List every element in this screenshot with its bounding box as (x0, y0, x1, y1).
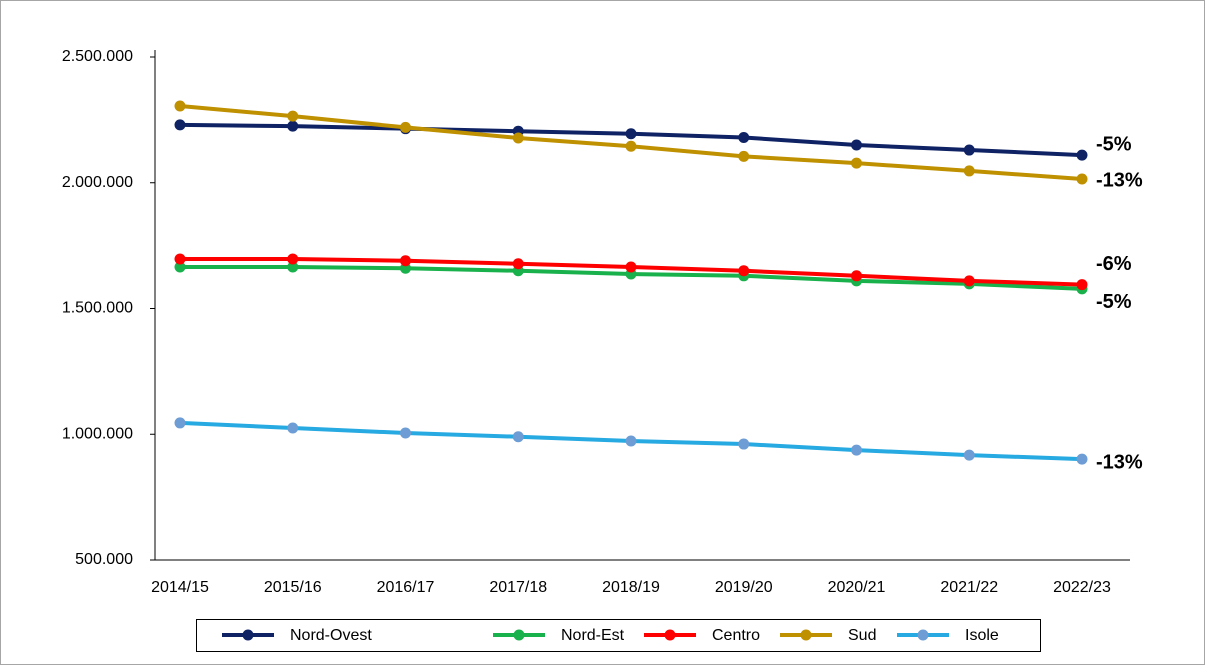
x-tick-label: 2022/23 (1053, 579, 1111, 596)
data-point (1076, 173, 1088, 185)
data-point (738, 265, 750, 277)
data-point (400, 427, 411, 439)
data-point (174, 417, 186, 429)
x-tick-label: 2019/20 (715, 579, 773, 596)
x-tick-label: 2016/17 (377, 579, 435, 596)
data-point (625, 140, 637, 152)
y-tick-label: 1.500.000 (62, 300, 133, 317)
data-point (1076, 279, 1088, 291)
data-point (738, 438, 750, 450)
y-tick-label: 2.500.000 (62, 48, 133, 65)
data-point (512, 431, 524, 443)
data-point (400, 262, 411, 274)
data-point (963, 144, 975, 156)
data-point (1076, 453, 1088, 465)
data-point (963, 449, 975, 461)
data-point (851, 270, 862, 282)
x-tick-label: 2014/15 (151, 579, 209, 596)
data-point (963, 275, 975, 287)
data-point (738, 150, 750, 162)
legend-label: Centro (712, 627, 760, 644)
legend-label: Sud (848, 627, 876, 644)
legend-label: Isole (965, 627, 999, 644)
data-point (625, 435, 637, 447)
data-point (400, 121, 411, 133)
series-annotation: -5% (1096, 133, 1132, 155)
data-point (625, 261, 637, 273)
data-point (287, 253, 299, 265)
data-point (1076, 149, 1088, 161)
data-point (851, 139, 862, 151)
data-point (963, 165, 975, 177)
legend-label: Nord-Ovest (290, 627, 372, 644)
data-point (851, 157, 862, 169)
x-tick-label: 2015/16 (264, 579, 322, 596)
series-annotation: -5% (1096, 291, 1132, 313)
data-point (174, 253, 186, 265)
data-point (851, 444, 862, 456)
series-annotation: -6% (1096, 253, 1132, 275)
data-point (287, 422, 299, 434)
data-point (512, 132, 524, 144)
data-point (287, 120, 299, 132)
data-point (174, 100, 186, 112)
data-point (400, 255, 411, 267)
data-point (174, 119, 186, 131)
data-point (174, 261, 186, 273)
y-tick-label: 500.000 (75, 551, 133, 568)
series-annotation: -13% (1096, 451, 1143, 473)
data-point (625, 128, 637, 140)
legend-label: Nord-Est (561, 627, 625, 644)
x-tick-label: 2020/21 (828, 579, 886, 596)
data-point (287, 110, 299, 122)
series-annotation: -13% (1096, 169, 1143, 191)
x-tick-label: 2018/19 (602, 579, 660, 596)
legend-marker (513, 629, 525, 641)
legend-marker (917, 629, 929, 641)
y-tick-label: 2.000.000 (62, 174, 133, 191)
legend-marker (664, 629, 676, 641)
legend-marker (800, 629, 812, 641)
legend-marker (242, 629, 254, 641)
data-point (512, 258, 524, 270)
data-point (287, 261, 299, 273)
data-point (738, 131, 750, 143)
x-tick-label: 2021/22 (940, 579, 998, 596)
x-tick-label: 2017/18 (489, 579, 547, 596)
y-tick-label: 1.000.000 (62, 425, 133, 442)
